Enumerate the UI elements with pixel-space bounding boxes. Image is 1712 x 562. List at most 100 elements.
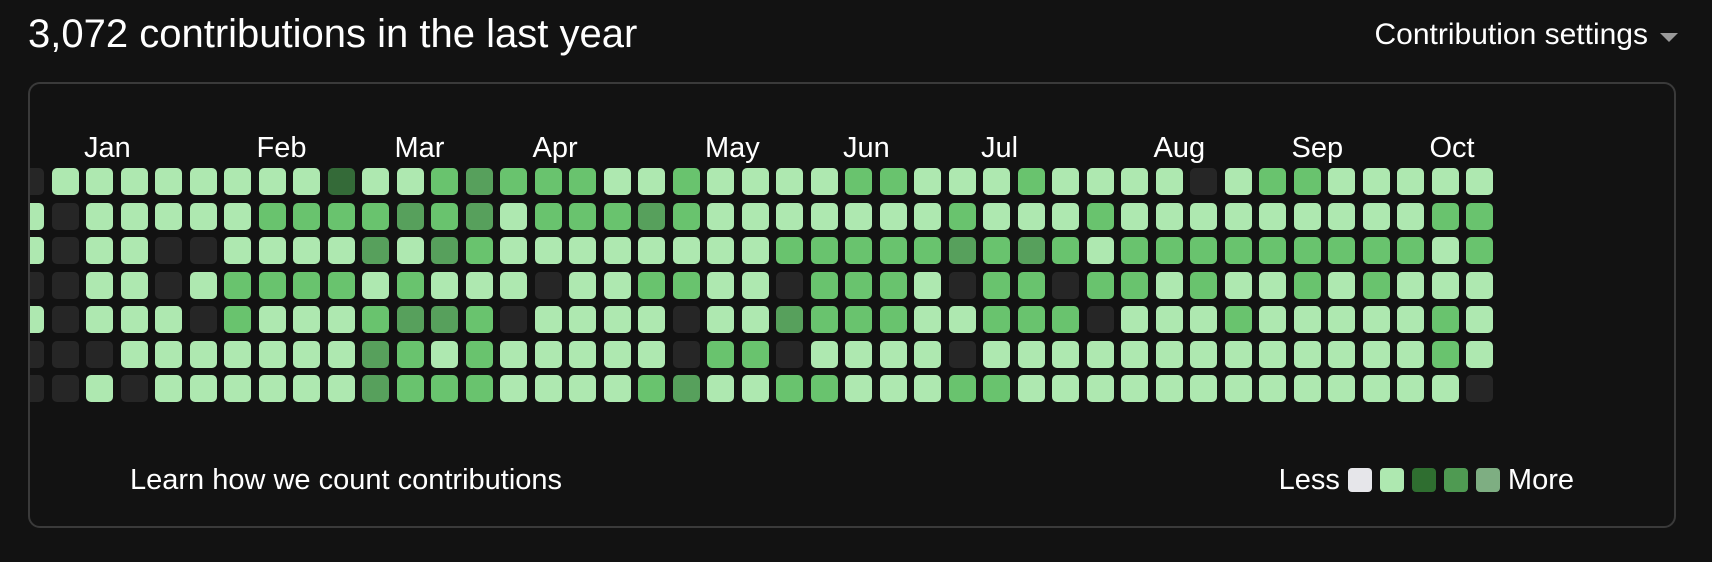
contribution-day-cell[interactable] xyxy=(155,306,182,333)
contribution-day-cell[interactable] xyxy=(500,271,527,299)
contribution-day-cell[interactable] xyxy=(603,202,631,230)
contribution-day-cell[interactable] xyxy=(258,375,286,402)
contribution-day-cell[interactable] xyxy=(431,271,458,299)
contribution-day-cell[interactable] xyxy=(879,306,907,333)
contribution-day-cell[interactable] xyxy=(1431,375,1459,402)
contribution-day-cell[interactable] xyxy=(189,271,217,299)
contribution-day-cell[interactable] xyxy=(500,168,527,195)
contribution-day-cell[interactable] xyxy=(155,168,182,195)
contribution-day-cell[interactable] xyxy=(224,202,251,230)
contribution-day-cell[interactable] xyxy=(1086,202,1114,230)
contribution-day-cell[interactable] xyxy=(879,202,907,230)
contribution-day-cell[interactable] xyxy=(1121,271,1148,299)
contribution-day-cell[interactable] xyxy=(327,202,355,230)
contribution-day-cell[interactable] xyxy=(1121,168,1148,195)
contribution-day-cell[interactable] xyxy=(983,340,1010,368)
contribution-day-cell[interactable] xyxy=(1328,202,1355,230)
contribution-day-cell[interactable] xyxy=(1121,237,1148,264)
contribution-day-cell[interactable] xyxy=(776,237,803,264)
contribution-day-cell[interactable] xyxy=(1466,202,1493,230)
contribution-day-cell[interactable] xyxy=(30,168,44,195)
contribution-day-cell[interactable] xyxy=(638,271,665,299)
contribution-day-cell[interactable] xyxy=(810,340,838,368)
contribution-day-cell[interactable] xyxy=(1224,168,1252,195)
contribution-day-cell[interactable] xyxy=(500,306,527,333)
contribution-day-cell[interactable] xyxy=(1397,237,1424,264)
contribution-day-cell[interactable] xyxy=(638,202,665,230)
contribution-day-cell[interactable] xyxy=(1155,375,1183,402)
contribution-day-cell[interactable] xyxy=(1224,202,1252,230)
contribution-day-cell[interactable] xyxy=(431,375,458,402)
contribution-day-cell[interactable] xyxy=(396,375,424,402)
contribution-day-cell[interactable] xyxy=(1259,237,1286,264)
contribution-day-cell[interactable] xyxy=(845,237,872,264)
contribution-day-cell[interactable] xyxy=(1431,306,1459,333)
contribution-day-cell[interactable] xyxy=(293,306,320,333)
contribution-day-cell[interactable] xyxy=(396,271,424,299)
contribution-day-cell[interactable] xyxy=(1017,375,1045,402)
contribution-day-cell[interactable] xyxy=(51,237,79,264)
contribution-day-cell[interactable] xyxy=(86,340,113,368)
contribution-day-cell[interactable] xyxy=(983,237,1010,264)
contribution-day-cell[interactable] xyxy=(776,202,803,230)
contribution-day-cell[interactable] xyxy=(1052,375,1079,402)
contribution-day-cell[interactable] xyxy=(1224,375,1252,402)
contribution-day-cell[interactable] xyxy=(1017,271,1045,299)
contribution-day-cell[interactable] xyxy=(1293,237,1321,264)
contribution-day-cell[interactable] xyxy=(1017,168,1045,195)
contribution-day-cell[interactable] xyxy=(948,271,976,299)
contribution-day-cell[interactable] xyxy=(638,375,665,402)
contribution-day-cell[interactable] xyxy=(1431,271,1459,299)
contribution-day-cell[interactable] xyxy=(1431,168,1459,195)
contribution-day-cell[interactable] xyxy=(1017,306,1045,333)
contribution-day-cell[interactable] xyxy=(776,271,803,299)
contribution-day-cell[interactable] xyxy=(638,306,665,333)
contribution-day-cell[interactable] xyxy=(914,168,941,195)
contribution-day-cell[interactable] xyxy=(914,375,941,402)
contribution-day-cell[interactable] xyxy=(189,237,217,264)
contribution-day-cell[interactable] xyxy=(1121,202,1148,230)
contribution-day-cell[interactable] xyxy=(569,271,596,299)
contribution-day-cell[interactable] xyxy=(1431,202,1459,230)
contribution-day-cell[interactable] xyxy=(741,340,769,368)
contribution-day-cell[interactable] xyxy=(948,202,976,230)
contribution-day-cell[interactable] xyxy=(672,237,700,264)
contribution-day-cell[interactable] xyxy=(1362,237,1390,264)
contribution-day-cell[interactable] xyxy=(120,271,148,299)
contribution-day-cell[interactable] xyxy=(1086,271,1114,299)
contribution-day-cell[interactable] xyxy=(1466,168,1493,195)
contribution-day-cell[interactable] xyxy=(1259,375,1286,402)
contribution-day-cell[interactable] xyxy=(1155,340,1183,368)
contribution-day-cell[interactable] xyxy=(603,375,631,402)
contribution-day-cell[interactable] xyxy=(1086,340,1114,368)
contribution-day-cell[interactable] xyxy=(603,340,631,368)
contribution-day-cell[interactable] xyxy=(293,375,320,402)
contribution-day-cell[interactable] xyxy=(810,202,838,230)
contribution-day-cell[interactable] xyxy=(1086,375,1114,402)
contribution-day-cell[interactable] xyxy=(534,168,562,195)
contribution-day-cell[interactable] xyxy=(258,168,286,195)
contribution-day-cell[interactable] xyxy=(569,306,596,333)
contribution-day-cell[interactable] xyxy=(1328,271,1355,299)
contribution-day-cell[interactable] xyxy=(1190,202,1217,230)
contribution-day-cell[interactable] xyxy=(362,306,389,333)
contribution-day-cell[interactable] xyxy=(431,168,458,195)
contribution-day-cell[interactable] xyxy=(879,271,907,299)
contribution-day-cell[interactable] xyxy=(741,306,769,333)
contribution-day-cell[interactable] xyxy=(534,202,562,230)
contribution-day-cell[interactable] xyxy=(465,340,493,368)
contribution-day-cell[interactable] xyxy=(1328,375,1355,402)
contribution-day-cell[interactable] xyxy=(776,340,803,368)
contribution-day-cell[interactable] xyxy=(293,168,320,195)
contribution-day-cell[interactable] xyxy=(845,306,872,333)
contribution-day-cell[interactable] xyxy=(1052,237,1079,264)
contribution-day-cell[interactable] xyxy=(465,375,493,402)
contribution-day-cell[interactable] xyxy=(120,237,148,264)
contribution-day-cell[interactable] xyxy=(258,340,286,368)
contribution-day-cell[interactable] xyxy=(1397,340,1424,368)
contribution-day-cell[interactable] xyxy=(1259,271,1286,299)
contribution-day-cell[interactable] xyxy=(396,237,424,264)
contribution-day-cell[interactable] xyxy=(51,168,79,195)
contribution-day-cell[interactable] xyxy=(362,237,389,264)
contribution-day-cell[interactable] xyxy=(672,168,700,195)
